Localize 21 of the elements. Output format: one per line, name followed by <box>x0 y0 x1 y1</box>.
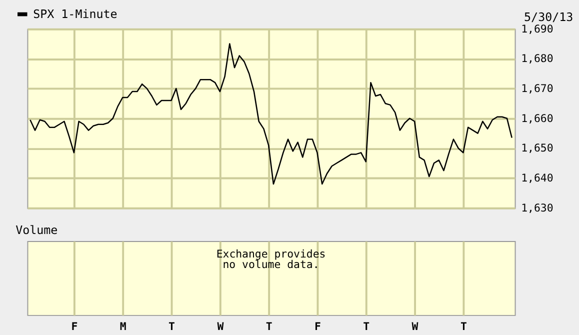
category-label: T <box>460 320 467 334</box>
y-tick-label: 1,690 <box>521 22 554 36</box>
y-tick-label: 1,640 <box>521 171 554 184</box>
text: Volume <box>16 223 58 238</box>
category-label: T <box>266 320 272 334</box>
legend-label: SPX 1-Minute <box>33 7 118 22</box>
category-label: W <box>412 320 418 334</box>
category-label: T <box>168 320 175 334</box>
category-label: F <box>71 320 78 334</box>
y-tick-label: 1,660 <box>521 112 554 125</box>
category-label: W <box>217 320 224 334</box>
category-label: F <box>314 320 321 334</box>
text: 5/30/13 <box>524 10 574 24</box>
y-tick-label: 1,670 <box>521 82 554 95</box>
text: Exchange provides no volume data. <box>216 248 326 272</box>
line-series <box>30 43 512 185</box>
y-tick-label: 1,630 <box>521 201 554 214</box>
category-label: T <box>363 320 370 334</box>
category-label: M <box>120 320 126 334</box>
y-tick-label: 1,680 <box>521 52 554 66</box>
y-tick-label: 1,650 <box>521 142 554 155</box>
